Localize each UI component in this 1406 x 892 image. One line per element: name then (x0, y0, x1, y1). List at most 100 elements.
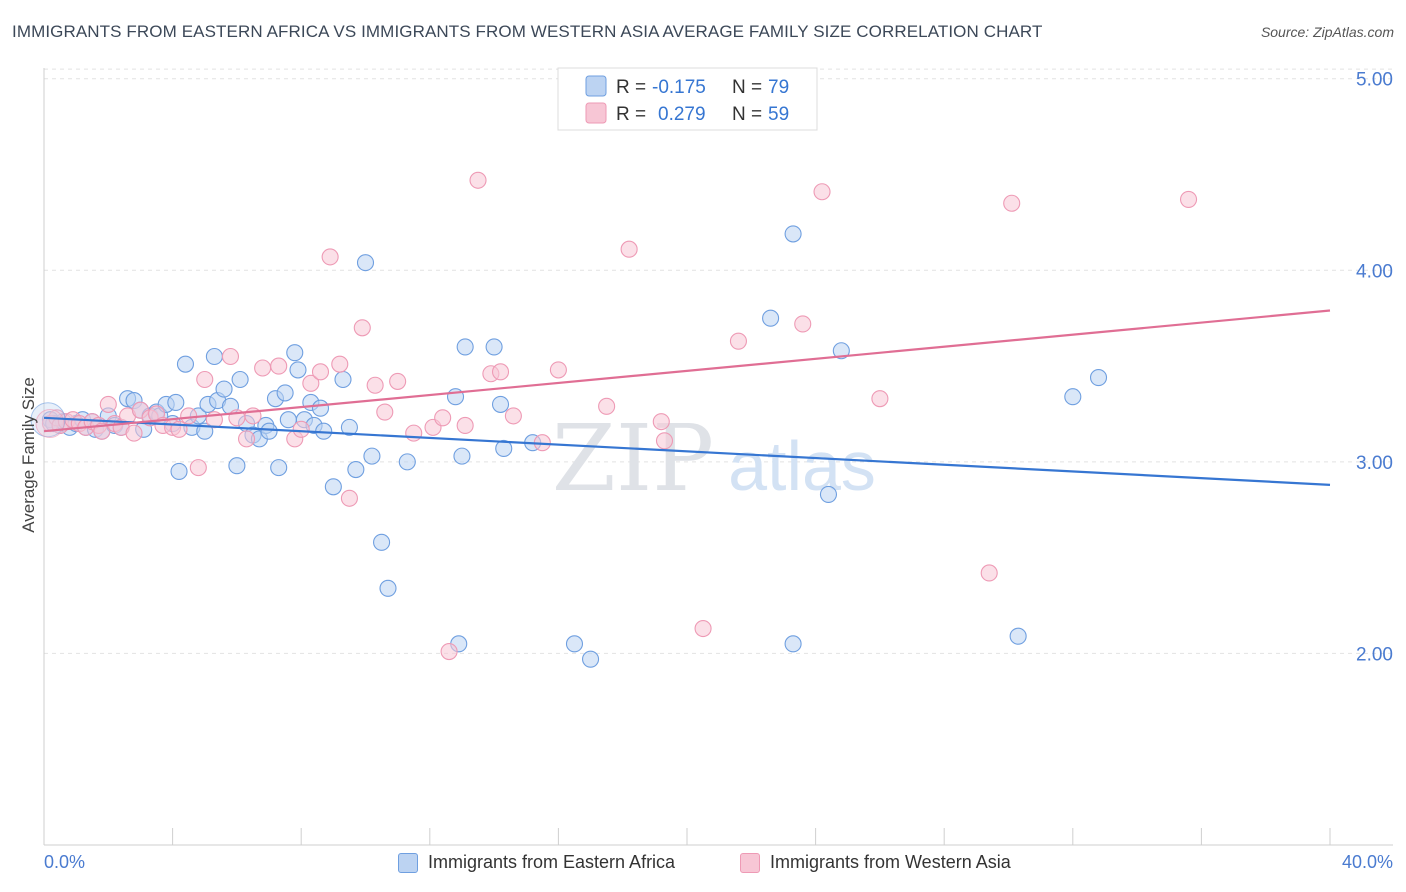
point-eastern-africa (347, 460, 365, 479)
watermark-zip: ZIP (552, 405, 714, 512)
point-western-asia (292, 420, 310, 438)
point-eastern-africa (565, 635, 584, 653)
legend-swatch-western-asia (740, 852, 760, 873)
trend-line-eastern-africa (43, 416, 1331, 486)
point-western-asia (331, 355, 349, 373)
source-credit: Source: ZipAtlas.com (1260, 24, 1394, 40)
point-western-asia (221, 347, 240, 366)
point-western-asia (434, 409, 452, 427)
point-eastern-africa (324, 478, 342, 496)
y-tick-labels: 2.00 3.00 4.00 5.00 (1356, 70, 1393, 666)
point-eastern-africa (491, 395, 510, 413)
point-western-asia (302, 374, 320, 392)
point-western-asia (620, 240, 638, 258)
point-eastern-africa (170, 462, 188, 480)
point-western-asia (376, 403, 394, 421)
legend-item-eastern-africa: Immigrants from Eastern Africa (398, 852, 675, 873)
point-western-asia (598, 397, 616, 415)
point-western-asia (813, 183, 831, 201)
watermark-atlas: atlas (728, 427, 876, 505)
legend-label-western-asia: Immigrants from Western Asia (770, 852, 1011, 872)
point-western-asia (655, 432, 674, 450)
point-western-asia (254, 359, 272, 377)
point-western-asia (729, 332, 747, 350)
point-western-asia (270, 357, 288, 375)
point-eastern-africa (398, 453, 416, 471)
point-western-asia (405, 424, 423, 442)
point-western-asia (125, 424, 143, 442)
point-western-asia (389, 372, 407, 390)
point-eastern-africa (334, 370, 352, 389)
legend-label-eastern-africa: Immigrants from Eastern Africa (428, 852, 676, 872)
point-eastern-africa (1089, 369, 1108, 387)
point-eastern-africa (228, 457, 246, 475)
point-eastern-africa (456, 338, 474, 356)
point-western-asia (189, 459, 207, 477)
point-eastern-africa (784, 635, 802, 653)
legend-swatch-eastern-africa (398, 852, 418, 873)
point-western-asia (794, 315, 812, 333)
legend-n-value-2: 59 (768, 104, 789, 125)
point-eastern-africa (819, 485, 838, 503)
legend-r-value-2: 0.279 (658, 104, 706, 125)
data-points (30, 171, 1198, 668)
y-axis-label: Average Family Size (19, 377, 38, 533)
point-western-asia (491, 363, 510, 381)
point-western-asia (311, 363, 330, 381)
legend-n-label-2: N = (732, 104, 762, 125)
axes (43, 68, 1393, 846)
point-eastern-africa (832, 342, 850, 360)
legend-item-western-asia: Immigrants from Western Asia (740, 852, 1011, 873)
point-eastern-africa (289, 361, 307, 379)
point-eastern-africa (784, 225, 802, 243)
point-western-asia (871, 390, 889, 408)
point-eastern-africa (176, 355, 195, 373)
legend-n-label-1: N = (732, 77, 762, 98)
point-western-asia (99, 395, 117, 413)
point-eastern-africa (215, 380, 233, 398)
y-tick-label: 3.00 (1356, 453, 1393, 474)
legend-r-label-1: R = (616, 77, 646, 98)
legend-swatch-western-asia (585, 102, 607, 124)
point-western-asia (980, 564, 998, 582)
y-tick-label: 4.00 (1356, 261, 1393, 282)
point-western-asia (237, 430, 256, 448)
point-western-asia (440, 642, 458, 661)
point-western-asia (469, 171, 487, 189)
point-western-asia (366, 376, 384, 394)
point-western-asia (35, 409, 65, 439)
legend-n-value-1: 79 (768, 77, 789, 98)
trend-lines (43, 309, 1331, 486)
point-western-asia (321, 248, 339, 266)
correlation-legend: R = -0.175 N = 79 R = 0.279 N = 59 (557, 67, 818, 131)
point-western-asia (456, 416, 474, 435)
point-western-asia (549, 361, 567, 379)
point-eastern-africa (231, 370, 249, 389)
point-eastern-africa (260, 422, 278, 440)
point-eastern-africa (373, 533, 391, 551)
point-western-asia (353, 319, 371, 337)
point-eastern-africa (205, 347, 223, 366)
point-western-asia (504, 407, 522, 425)
series-legend: Immigrants from Eastern Africa Immigrant… (0, 852, 1406, 878)
point-eastern-africa (276, 384, 294, 402)
point-eastern-africa (581, 650, 600, 668)
point-eastern-africa (286, 344, 304, 362)
point-western-asia (1003, 194, 1021, 212)
point-eastern-africa (311, 399, 330, 417)
legend-r-value-1: -0.175 (652, 77, 706, 98)
point-western-asia (196, 370, 214, 389)
point-eastern-africa (340, 418, 358, 436)
x-tick-label-min: 0.0% (44, 852, 85, 872)
point-western-asia (1179, 190, 1198, 208)
point-eastern-africa (270, 459, 288, 477)
point-eastern-africa (356, 254, 375, 272)
point-western-asia (340, 489, 358, 507)
point-eastern-africa (379, 579, 397, 597)
point-eastern-africa (762, 309, 780, 327)
point-western-asia (652, 413, 670, 431)
point-eastern-africa (363, 447, 381, 465)
point-western-asia (180, 407, 198, 425)
legend-swatch-eastern-africa (585, 75, 607, 97)
